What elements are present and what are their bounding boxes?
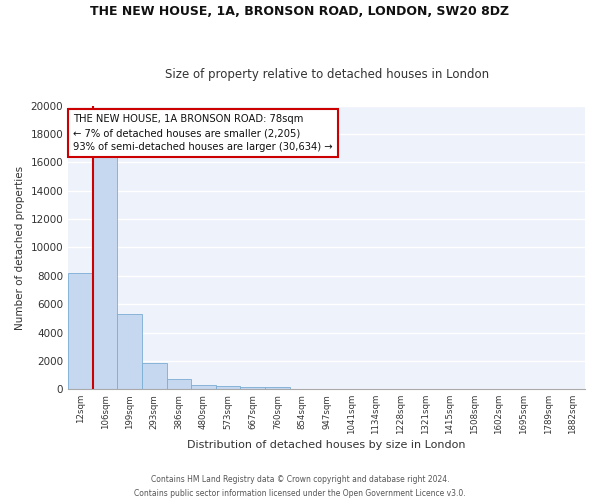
Bar (265, 388, 290, 389)
Bar (241, 387, 265, 389)
Text: THE NEW HOUSE, 1A BRONSON ROAD: 78sqm
← 7% of detached houses are smaller (2,205: THE NEW HOUSE, 1A BRONSON ROAD: 78sqm ← … (73, 114, 333, 152)
Bar (118, 314, 142, 389)
Bar (142, 363, 167, 389)
Text: THE NEW HOUSE, 1A, BRONSON ROAD, LONDON, SW20 8DZ: THE NEW HOUSE, 1A, BRONSON ROAD, LONDON,… (91, 5, 509, 18)
Y-axis label: Number of detached properties: Number of detached properties (15, 166, 25, 330)
Bar (167, 378, 191, 389)
X-axis label: Distribution of detached houses by size in London: Distribution of detached houses by size … (187, 440, 466, 450)
Bar (191, 385, 216, 389)
Bar (93, 156, 118, 389)
Title: Size of property relative to detached houses in London: Size of property relative to detached ho… (164, 68, 488, 81)
Bar (68, 273, 93, 389)
Bar (216, 386, 241, 389)
Text: Contains HM Land Registry data © Crown copyright and database right 2024.
Contai: Contains HM Land Registry data © Crown c… (134, 476, 466, 498)
